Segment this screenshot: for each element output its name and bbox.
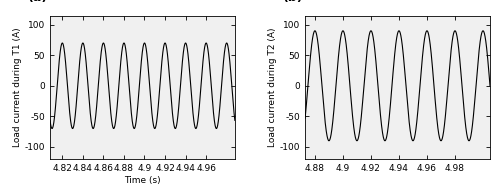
Text: (a): (a) xyxy=(28,0,48,4)
Text: (b): (b) xyxy=(283,0,304,4)
X-axis label: Time (s): Time (s) xyxy=(124,176,160,185)
Y-axis label: Load current during T2 (A): Load current during T2 (A) xyxy=(268,28,277,147)
Y-axis label: Load current during T1 (A): Load current during T1 (A) xyxy=(13,28,22,147)
